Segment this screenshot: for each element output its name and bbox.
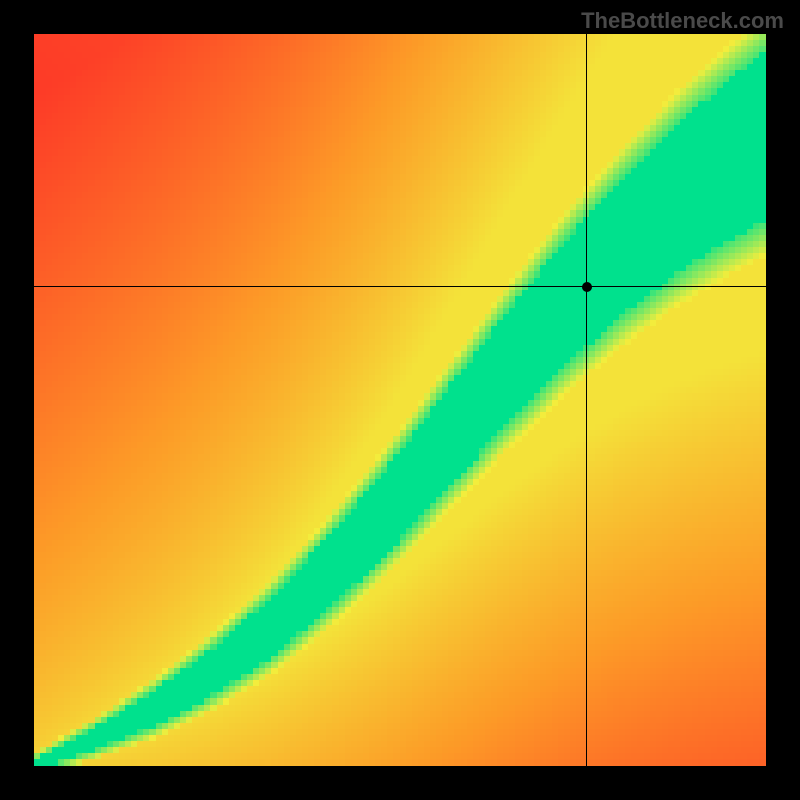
watermark-text: TheBottleneck.com <box>581 8 784 34</box>
crosshair-marker <box>582 282 592 292</box>
crosshair-horizontal <box>34 286 766 287</box>
heatmap-plot-area <box>34 34 766 766</box>
heatmap-canvas <box>34 34 766 766</box>
crosshair-vertical <box>586 34 587 766</box>
